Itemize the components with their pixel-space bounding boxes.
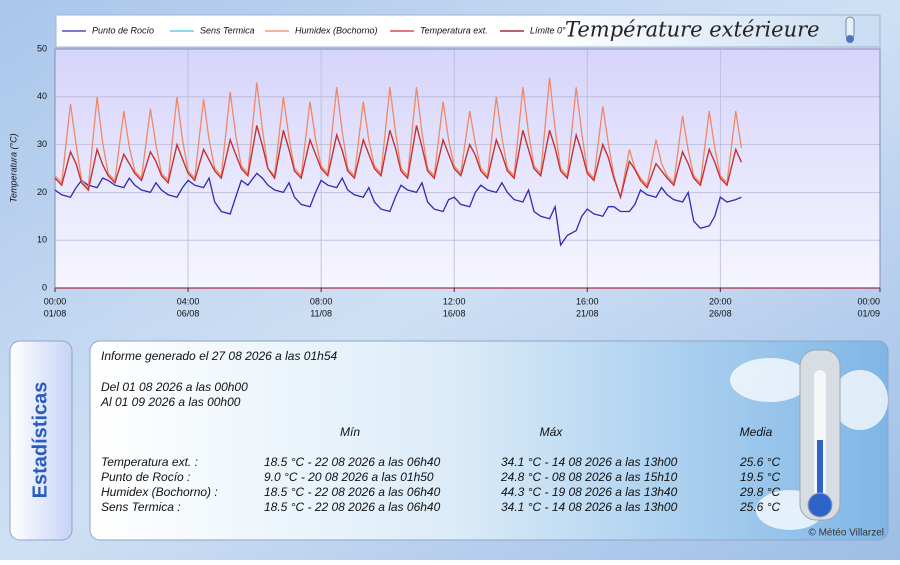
stat-label: Temperatura ext. :: [101, 455, 198, 469]
legend-label: Sens Termica: [200, 25, 255, 35]
title-icon: [845, 16, 855, 43]
report-generated: Informe generado el 27 08 2026 a las 01h…: [101, 349, 338, 363]
x-tick-date: 06/08: [177, 308, 200, 318]
x-tick-label: 08:00: [310, 296, 333, 306]
column-header: Máx: [540, 425, 564, 439]
column-header: Media: [740, 425, 773, 439]
stats-tab-label: Estadísticas: [29, 382, 51, 499]
plot-area: [55, 49, 880, 288]
legend-label: Humidex (Bochorno): [295, 25, 378, 35]
series-line: [54, 172, 742, 247]
y-tick-label: 40: [37, 91, 47, 101]
period-from: Del 01 08 2026 a las 00h00: [101, 380, 248, 394]
credit: © Météo Villarzel: [808, 528, 884, 539]
stat-label: Punto de Rocío :: [101, 470, 190, 484]
legend-label: Temperatura ext.: [420, 25, 488, 35]
stat-label: Humidex (Bochorno) :: [101, 485, 218, 499]
y-tick-label: 0: [42, 282, 47, 292]
x-tick-label: 00:00: [857, 296, 880, 306]
y-tick-label: 30: [37, 139, 47, 149]
series-line: [54, 77, 743, 198]
period-to: Al 01 09 2026 a las 00h00: [100, 395, 241, 409]
stat-value: 34.1 °C - 14 08 2026 a las 13h00: [501, 455, 678, 469]
stats-tab: [9, 340, 73, 541]
y-tick-label: 20: [37, 187, 47, 197]
x-tick-date: 26/08: [709, 308, 732, 318]
stat-value: 25.6 °C: [739, 455, 780, 469]
stat-value: 25.6 °C: [739, 500, 780, 514]
chart: 0 10 20 30 40 50 00:00 01/08 04:00 06/08 08:00 11/0…: [37, 25, 881, 318]
x-tick-date: 21/08: [576, 308, 599, 318]
legend-label: Punto de Rocío: [92, 25, 154, 35]
y-axis-label: Temperatura (°C): [8, 133, 18, 202]
stat-value: 18.5 °C - 22 08 2026 a las 06h40: [264, 500, 441, 514]
stat-label: Sens Termica :: [101, 500, 181, 514]
stat-value: 18.5 °C - 22 08 2026 a las 06h40: [264, 455, 441, 469]
stat-value: 18.5 °C - 22 08 2026 a las 06h40: [264, 485, 441, 499]
x-tick-label: 00:00: [44, 296, 67, 306]
stat-value: 19.5 °C: [740, 470, 780, 484]
x-tick-label: 20:00: [709, 296, 732, 306]
stat-value: 29.8 °C: [739, 485, 780, 499]
stat-value: 34.1 °C - 14 08 2026 a las 13h00: [501, 500, 678, 514]
thermometer-image: [799, 349, 841, 521]
y-tick-label: 10: [37, 235, 47, 245]
stats: Informe generado el 27 08 2026 a las 01h…: [100, 349, 780, 514]
stat-value: 44.3 °C - 19 08 2026 a las 13h40: [501, 485, 678, 499]
y-tick-label: 50: [37, 43, 47, 53]
x-tick-date: 11/08: [310, 308, 332, 318]
series-line: [54, 125, 742, 200]
x-tick-date: 01/09: [857, 308, 880, 318]
stat-value: 24.8 °C - 08 08 2026 a las 15h10: [500, 470, 678, 484]
x-tick-date: 16/08: [443, 308, 466, 318]
column-header: Mín: [340, 425, 360, 439]
x-tick-label: 04:00: [177, 296, 200, 306]
x-tick-label: 16:00: [576, 296, 599, 306]
x-tick-date: 01/08: [44, 308, 67, 318]
x-tick-label: 12:00: [443, 296, 466, 306]
legend-label: Límite 0°: [530, 25, 566, 35]
chart-title: Température extérieure: [565, 18, 820, 42]
stats-panel: [89, 340, 889, 541]
stat-value: 9.0 °C - 20 08 2026 a las 01h50: [264, 470, 434, 484]
